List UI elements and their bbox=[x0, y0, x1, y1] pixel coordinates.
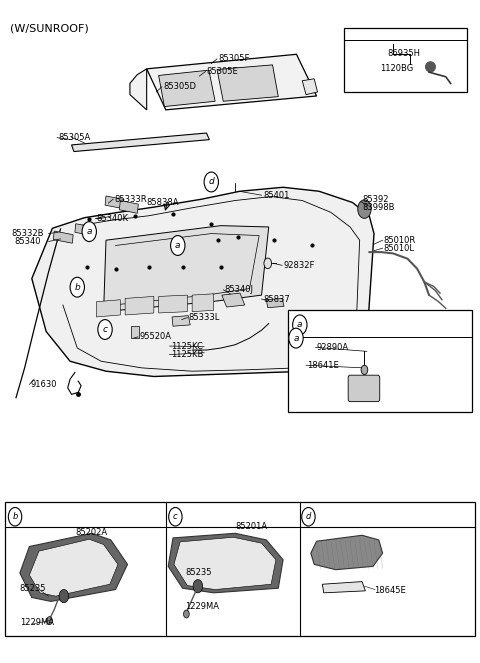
Circle shape bbox=[168, 507, 182, 526]
Text: 85010R: 85010R bbox=[384, 236, 416, 245]
Text: c: c bbox=[103, 325, 108, 334]
Circle shape bbox=[47, 617, 52, 625]
Bar bbox=[131, 326, 140, 338]
Polygon shape bbox=[302, 79, 318, 95]
Text: 1229MA: 1229MA bbox=[185, 601, 219, 611]
Text: a: a bbox=[86, 227, 92, 236]
Polygon shape bbox=[125, 296, 154, 315]
Text: 85333L: 85333L bbox=[189, 313, 220, 322]
Text: 85201A: 85201A bbox=[235, 522, 267, 531]
Text: b: b bbox=[12, 512, 18, 521]
Text: 85010L: 85010L bbox=[384, 243, 415, 253]
Polygon shape bbox=[104, 225, 269, 312]
Text: a: a bbox=[175, 241, 180, 250]
Text: 85392: 85392 bbox=[362, 195, 388, 204]
Circle shape bbox=[183, 610, 189, 618]
Circle shape bbox=[8, 507, 22, 526]
Polygon shape bbox=[266, 298, 284, 308]
Text: 85305A: 85305A bbox=[58, 133, 90, 142]
Polygon shape bbox=[158, 295, 187, 313]
Circle shape bbox=[70, 277, 84, 297]
Text: 85401: 85401 bbox=[263, 191, 289, 200]
Text: 85305D: 85305D bbox=[163, 82, 196, 91]
Circle shape bbox=[358, 200, 371, 218]
Text: d: d bbox=[306, 512, 311, 521]
Bar bbox=[105, 196, 124, 209]
Text: d: d bbox=[208, 178, 214, 186]
Bar bbox=[288, 310, 472, 412]
Circle shape bbox=[170, 235, 185, 255]
Text: 92890A: 92890A bbox=[317, 343, 348, 352]
Polygon shape bbox=[222, 293, 245, 307]
Polygon shape bbox=[32, 187, 374, 377]
Polygon shape bbox=[323, 581, 365, 593]
Text: 92832F: 92832F bbox=[283, 261, 314, 270]
Polygon shape bbox=[72, 133, 209, 152]
Ellipse shape bbox=[426, 62, 435, 72]
Circle shape bbox=[98, 320, 112, 339]
Text: 85333R: 85333R bbox=[115, 195, 147, 204]
Polygon shape bbox=[158, 70, 215, 107]
Polygon shape bbox=[217, 65, 278, 101]
Text: 85340: 85340 bbox=[14, 237, 41, 246]
Text: 1125KC: 1125KC bbox=[170, 341, 203, 351]
Text: 85837: 85837 bbox=[263, 294, 290, 304]
Text: 85340K: 85340K bbox=[96, 214, 129, 223]
Circle shape bbox=[302, 507, 315, 526]
Text: 1120BG: 1120BG bbox=[380, 64, 413, 73]
Circle shape bbox=[361, 365, 368, 375]
Text: 85332B: 85332B bbox=[11, 229, 44, 238]
FancyBboxPatch shape bbox=[348, 375, 380, 402]
Polygon shape bbox=[168, 533, 283, 593]
Text: 91630: 91630 bbox=[30, 380, 57, 389]
Bar bbox=[344, 29, 468, 92]
Polygon shape bbox=[130, 69, 147, 110]
Text: 18645E: 18645E bbox=[374, 586, 406, 595]
Text: 1125KB: 1125KB bbox=[170, 350, 203, 359]
Polygon shape bbox=[147, 54, 317, 110]
Polygon shape bbox=[311, 535, 383, 570]
Bar bbox=[5, 502, 475, 636]
Polygon shape bbox=[96, 300, 120, 317]
Text: 86935H: 86935H bbox=[387, 49, 420, 58]
Text: 85305E: 85305E bbox=[206, 67, 238, 76]
Text: a: a bbox=[297, 320, 302, 330]
Circle shape bbox=[264, 258, 272, 269]
Text: 85202A: 85202A bbox=[75, 528, 107, 537]
Text: 85340J: 85340J bbox=[225, 285, 254, 294]
Circle shape bbox=[59, 589, 69, 603]
Text: 1229MA: 1229MA bbox=[20, 618, 54, 627]
Circle shape bbox=[293, 315, 307, 335]
Text: c: c bbox=[173, 512, 178, 521]
Bar bbox=[120, 201, 138, 213]
Text: 83998B: 83998B bbox=[362, 203, 395, 211]
Circle shape bbox=[193, 579, 203, 593]
Polygon shape bbox=[29, 539, 118, 596]
Polygon shape bbox=[20, 533, 128, 601]
Text: (W/SUNROOF): (W/SUNROOF) bbox=[10, 24, 89, 34]
Text: 95520A: 95520A bbox=[140, 332, 171, 341]
Circle shape bbox=[204, 172, 218, 192]
Text: b: b bbox=[74, 282, 80, 292]
Text: a: a bbox=[293, 333, 299, 343]
Bar bbox=[75, 223, 95, 236]
Polygon shape bbox=[174, 537, 276, 589]
Text: 18641E: 18641E bbox=[307, 361, 339, 370]
Polygon shape bbox=[192, 294, 214, 312]
Circle shape bbox=[289, 328, 303, 348]
Text: 85305F: 85305F bbox=[218, 54, 250, 64]
Polygon shape bbox=[172, 316, 190, 326]
Text: 85235: 85235 bbox=[20, 583, 47, 593]
Text: 85838A: 85838A bbox=[147, 198, 179, 207]
Bar bbox=[53, 231, 73, 243]
Circle shape bbox=[82, 221, 96, 241]
Text: 85235: 85235 bbox=[185, 568, 212, 577]
